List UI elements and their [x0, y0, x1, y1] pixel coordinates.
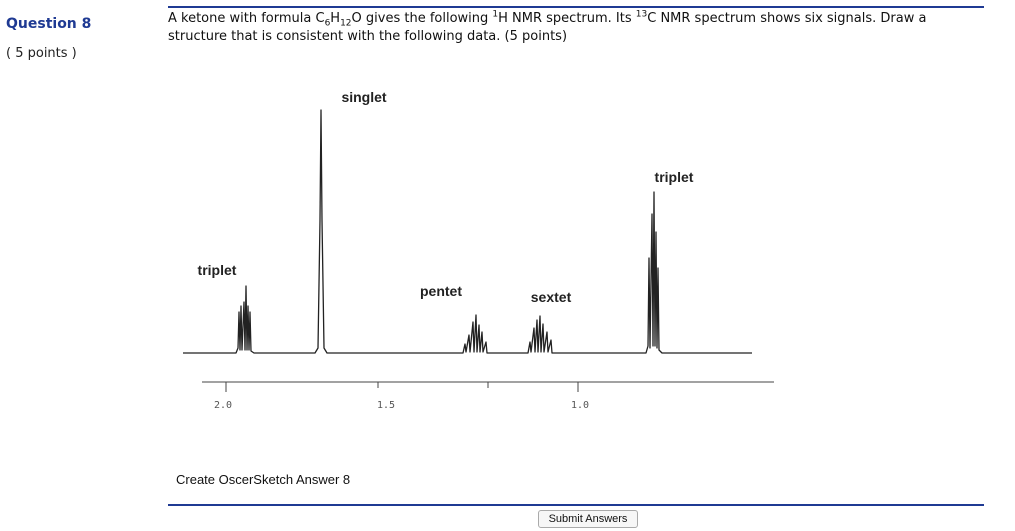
- prompt-text: H NMR spectrum. Its: [498, 11, 636, 26]
- peak-label-sextet: sextet: [531, 289, 572, 305]
- prompt-text: C NMR spectrum shows six signals. Draw a…: [168, 11, 927, 44]
- question-points: ( 5 points ): [6, 46, 77, 61]
- question-number: Question 8: [6, 16, 92, 32]
- create-oscersketch-answer-link[interactable]: Create OscerSketch Answer 8: [176, 472, 351, 487]
- peak-label-pentet: pentet: [420, 283, 462, 299]
- nmr-spectrum-svg: 2.0 1.5 1.0 triplet singlet pentet sexte…: [183, 89, 774, 411]
- axis-tick-label: 1.5: [377, 400, 395, 411]
- prompt-text: A ketone with formula C: [168, 11, 325, 26]
- spectrum-trace: [183, 109, 752, 354]
- prompt-superscript: 13: [635, 9, 648, 20]
- peak-label-singlet: singlet: [341, 89, 386, 105]
- prompt-superscript: 1: [492, 9, 499, 20]
- submit-answers-button[interactable]: Submit Answers: [538, 510, 638, 528]
- top-divider: [168, 6, 984, 8]
- prompt-text: O gives the following: [351, 11, 493, 26]
- axis-tick-label: 1.0: [571, 400, 589, 411]
- prompt-subscript: 12: [340, 18, 352, 29]
- bottom-divider: [168, 504, 984, 506]
- nmr-spectrum-image: 2.0 1.5 1.0 triplet singlet pentet sexte…: [168, 80, 788, 420]
- peak-label-triplet-right: triplet: [655, 169, 694, 185]
- prompt-text: H: [330, 11, 341, 26]
- axis-tick-label: 2.0: [214, 400, 232, 411]
- question-prompt: A ketone with formula C6H12O gives the f…: [168, 10, 984, 46]
- peak-label-triplet-left: triplet: [198, 262, 237, 278]
- prompt-subscript: 6: [324, 18, 331, 29]
